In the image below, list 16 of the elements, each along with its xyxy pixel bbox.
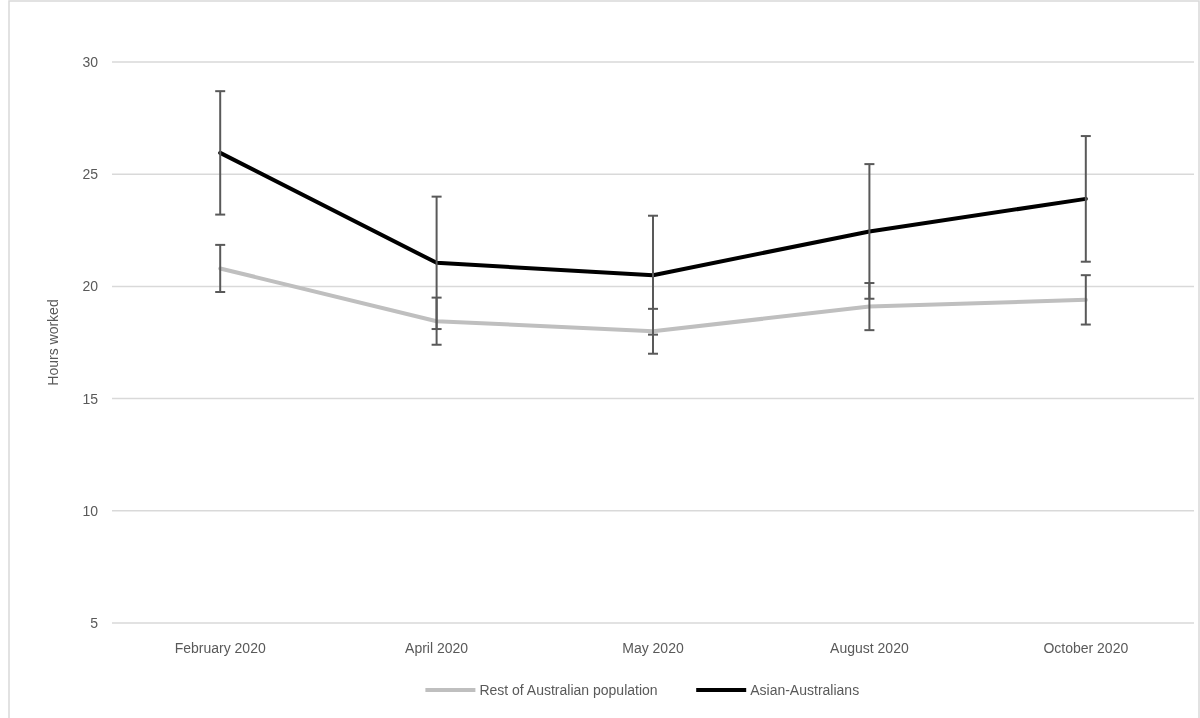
x-tick-label: August 2020 (830, 640, 909, 656)
x-tick-label: October 2020 (1043, 640, 1129, 656)
y-tick-label: 10 (82, 502, 99, 519)
y-axis-title: Hours worked (45, 299, 61, 386)
x-tick-label: April 2020 (405, 640, 469, 656)
line-series (218, 150, 1088, 278)
y-tick-label: 30 (82, 53, 99, 70)
y-tick-label: 5 (90, 614, 99, 631)
x-tick-label: February 2020 (174, 640, 266, 656)
legend-label: Asian-Australians (750, 681, 860, 698)
legend-label: Rest of Australian population (479, 681, 658, 698)
x-tick-label: May 2020 (622, 640, 684, 656)
line-series (218, 266, 1088, 334)
y-tick-label: 20 (82, 278, 99, 295)
y-tick-label: 15 (82, 390, 99, 407)
y-tick-label: 25 (82, 166, 99, 183)
